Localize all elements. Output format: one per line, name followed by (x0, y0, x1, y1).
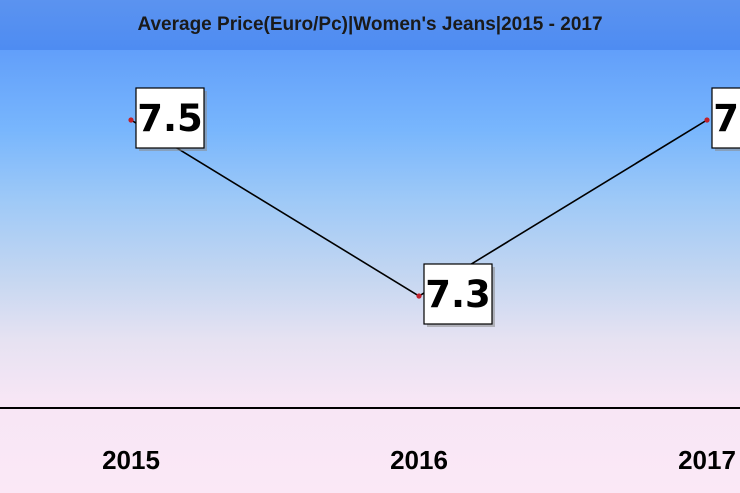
data-point-marker (416, 293, 422, 299)
data-label-text: 7.5 (137, 97, 203, 140)
data-label-box (711, 87, 740, 149)
series-layer (128, 117, 710, 299)
data-label-text: 7.5 (713, 97, 740, 140)
data-label-box (135, 87, 205, 149)
data-label-text: 7.3 (425, 273, 491, 316)
data-label: 7.5 (135, 87, 207, 151)
data-label: 7.3 (423, 263, 495, 327)
x-tick-label: 2016 (390, 445, 448, 475)
data-point-marker (704, 117, 710, 123)
data-label: 7.5 (711, 87, 740, 151)
data-label-box (423, 263, 493, 325)
ticks-layer: 2015 2016 2017 (102, 445, 736, 475)
chart-title: Average Price(Euro/Pc)|Women's Jeans|201… (137, 14, 602, 35)
title-band (0, 0, 740, 50)
x-tick-label: 2017 (678, 445, 736, 475)
series-line (130, 119, 708, 297)
data-point-marker (128, 117, 134, 123)
x-tick-label: 2015 (102, 445, 160, 475)
labels-layer: 7.5 7.3 7.5 (135, 87, 740, 327)
